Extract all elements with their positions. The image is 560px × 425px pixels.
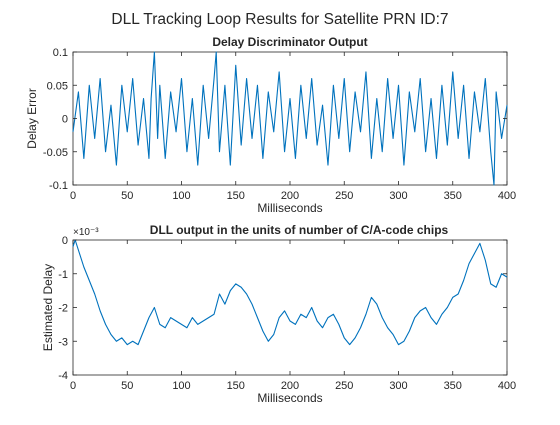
y-tick-label: -3 [58,336,68,348]
x-tick-label: 400 [498,380,516,392]
x-tick-label: 50 [121,190,133,202]
plot-1: 0 50 100 150 200 250 300 350 400 0.1 0.05 0 -0.05 -0.… [25,35,516,215]
y-tick-label: 0.05 [47,80,68,92]
x-tick-label: 50 [121,380,133,392]
plot-2-series-line [72,239,508,346]
x-tick-label: 300 [389,190,407,202]
y-tick-label: 0.1 [53,47,68,59]
plot-1-series-line [72,51,508,186]
x-tick-label: 400 [498,190,516,202]
y-tick-label: -0.05 [43,147,68,159]
y-tick-label: -2 [58,303,68,315]
x-tick-label: 100 [172,380,190,392]
y-axis-label: Estimated Delay [41,264,55,351]
x-axis-label: Milliseconds [257,391,322,405]
y-axis-exponent: ×10⁻³ [73,227,99,238]
y-axis-label: Delay Error [25,88,39,149]
figure-title: DLL Tracking Loop Results for Satellite … [111,11,448,28]
x-tick-label: 350 [444,380,462,392]
plot-1-axes-box [72,51,508,186]
x-tick-label: 0 [70,380,76,392]
plot-2: 0 50 100 150 200 250 300 350 400 0 -1 -2 -3 -4 DLL out… [41,223,516,405]
plots-group: 0 50 100 150 200 250 300 350 400 0.1 0.05 0 -0.05 -0.… [25,35,516,405]
plot-2-axes-box [72,239,508,376]
y-tick-label: -0.1 [49,180,68,192]
x-tick-label: 150 [227,190,245,202]
x-tick-label: 250 [335,190,353,202]
plot-1-title: Delay Discriminator Output [212,35,367,49]
x-tick-label: 200 [281,190,299,202]
x-tick-label: 0 [70,190,76,202]
x-tick-label: 100 [172,190,190,202]
y-tick-label: 0 [62,114,68,126]
x-tick-label: 250 [335,380,353,392]
x-tick-label: 200 [281,380,299,392]
plot-2-title: DLL output in the units of number of C/A… [150,223,449,237]
y-tick-label: -1 [58,269,68,281]
y-tick-label: -4 [58,370,68,382]
x-tick-label: 150 [227,380,245,392]
x-tick-label: 350 [444,190,462,202]
x-axis-label: Milliseconds [257,201,322,215]
y-tick-label: 0 [62,235,68,247]
x-tick-label: 300 [389,380,407,392]
